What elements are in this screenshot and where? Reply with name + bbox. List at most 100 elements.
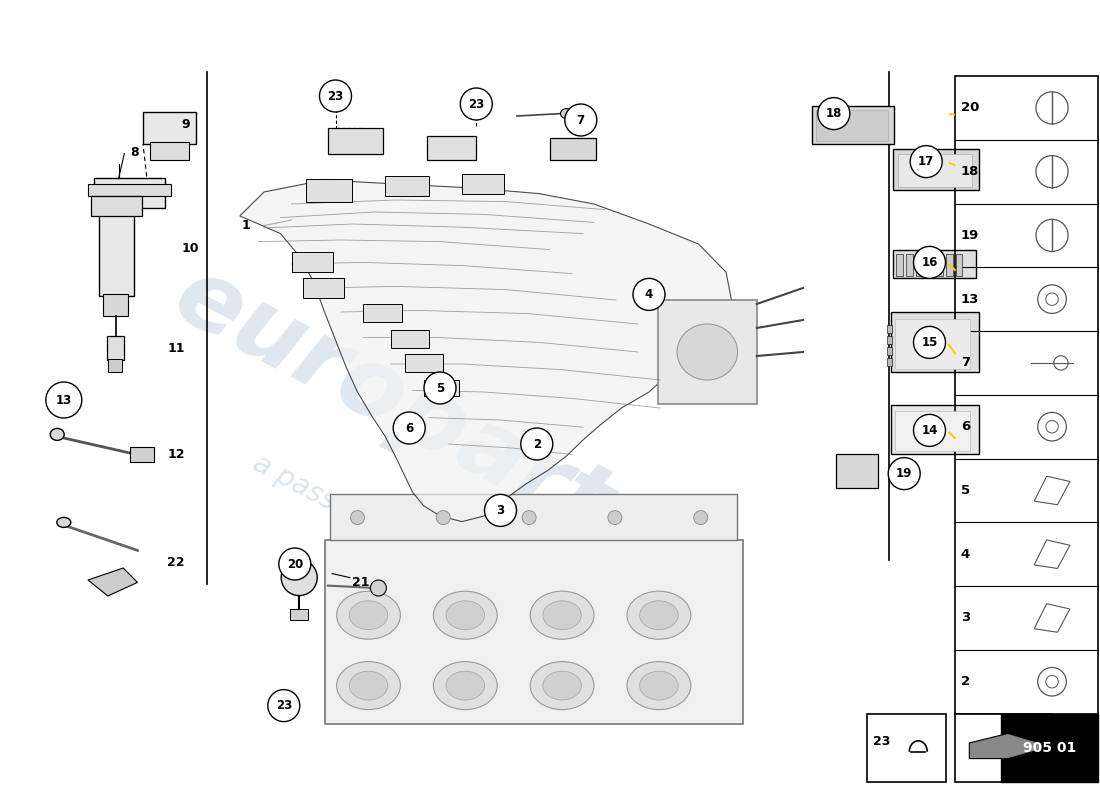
Bar <box>306 179 352 202</box>
Bar <box>424 380 459 396</box>
Ellipse shape <box>530 662 594 710</box>
Text: 23: 23 <box>469 98 484 110</box>
Bar <box>926 254 933 276</box>
Text: 20: 20 <box>960 102 979 114</box>
Bar <box>130 447 154 462</box>
Text: 20: 20 <box>287 558 303 570</box>
Text: europarts: europarts <box>158 249 678 583</box>
Circle shape <box>319 80 352 112</box>
Text: 19: 19 <box>896 467 912 480</box>
Bar <box>812 106 894 144</box>
Circle shape <box>424 372 456 404</box>
Bar <box>887 358 892 366</box>
Bar <box>328 128 383 154</box>
Bar <box>324 540 742 724</box>
Circle shape <box>371 580 386 596</box>
Bar <box>898 154 972 187</box>
Ellipse shape <box>530 591 594 639</box>
Bar <box>936 254 943 276</box>
Text: 3: 3 <box>496 504 505 517</box>
Bar <box>107 336 124 360</box>
Text: 2: 2 <box>960 675 970 688</box>
Ellipse shape <box>543 601 581 630</box>
Circle shape <box>282 560 317 595</box>
Bar <box>385 176 429 196</box>
Bar <box>887 325 892 333</box>
Ellipse shape <box>337 591 400 639</box>
Text: 21: 21 <box>352 576 370 589</box>
Bar <box>895 411 970 451</box>
Text: 5: 5 <box>436 382 444 394</box>
Ellipse shape <box>447 601 484 630</box>
Bar <box>290 609 308 620</box>
Bar <box>658 300 757 404</box>
Text: 17: 17 <box>918 155 934 168</box>
Text: 4: 4 <box>960 548 970 561</box>
Ellipse shape <box>433 591 497 639</box>
Circle shape <box>910 146 943 178</box>
Bar <box>143 112 196 144</box>
Text: 7: 7 <box>576 114 585 126</box>
Text: 13: 13 <box>56 394 72 406</box>
Text: 10: 10 <box>182 242 199 254</box>
Bar <box>955 76 1098 714</box>
Circle shape <box>46 382 81 418</box>
Circle shape <box>608 510 622 525</box>
Text: 14: 14 <box>922 424 937 437</box>
Circle shape <box>351 510 364 525</box>
Text: 11: 11 <box>167 342 185 354</box>
Ellipse shape <box>447 671 484 700</box>
Text: 4: 4 <box>645 288 653 301</box>
Circle shape <box>393 412 426 444</box>
Bar <box>405 354 443 372</box>
Polygon shape <box>88 568 138 596</box>
Ellipse shape <box>433 662 497 710</box>
Bar <box>895 319 970 369</box>
Circle shape <box>817 98 850 130</box>
Ellipse shape <box>640 601 678 630</box>
Bar <box>427 136 476 160</box>
Bar <box>891 405 979 454</box>
Text: 9: 9 <box>182 118 190 130</box>
Text: 22: 22 <box>167 556 185 569</box>
Circle shape <box>520 428 553 460</box>
Circle shape <box>278 548 311 580</box>
Bar <box>550 138 596 160</box>
Ellipse shape <box>678 324 738 380</box>
Bar <box>108 359 122 372</box>
Bar <box>887 336 892 344</box>
Bar <box>91 196 142 216</box>
Text: 13: 13 <box>960 293 979 306</box>
Text: 23: 23 <box>276 699 292 712</box>
Bar <box>893 250 976 278</box>
Circle shape <box>460 88 493 120</box>
Text: 6: 6 <box>405 422 414 434</box>
Bar <box>390 330 429 348</box>
Text: 6: 6 <box>960 420 970 433</box>
Bar <box>292 252 333 272</box>
Bar <box>302 278 344 298</box>
Ellipse shape <box>627 662 691 710</box>
Circle shape <box>913 246 946 278</box>
Ellipse shape <box>337 662 400 710</box>
Bar <box>896 254 903 276</box>
Bar <box>956 254 962 276</box>
Text: 3: 3 <box>960 611 970 625</box>
Text: 23: 23 <box>328 90 343 102</box>
Circle shape <box>913 414 946 446</box>
Text: 19: 19 <box>960 229 979 242</box>
Circle shape <box>913 326 946 358</box>
Polygon shape <box>240 180 732 522</box>
Ellipse shape <box>627 591 691 639</box>
Text: 905 01: 905 01 <box>1023 742 1076 755</box>
Ellipse shape <box>640 671 678 700</box>
Text: 5: 5 <box>960 484 970 497</box>
Circle shape <box>484 494 517 526</box>
Bar <box>836 454 878 488</box>
Circle shape <box>632 278 666 310</box>
Text: 16: 16 <box>922 256 937 269</box>
Bar <box>88 184 170 196</box>
Polygon shape <box>969 734 1040 758</box>
Circle shape <box>522 510 536 525</box>
Text: 18: 18 <box>826 107 842 120</box>
